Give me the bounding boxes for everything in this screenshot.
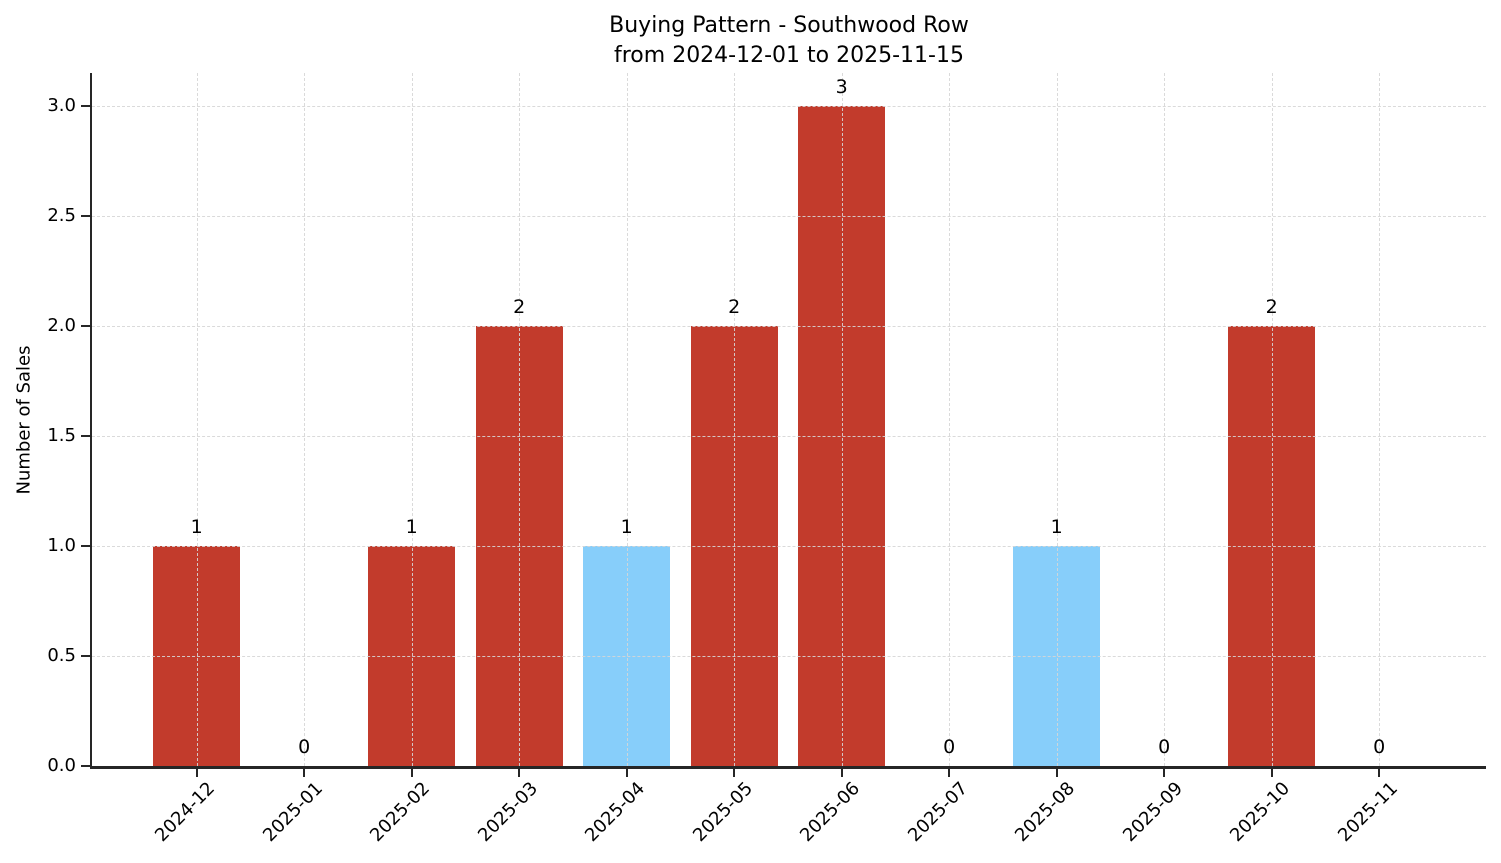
- x-tick-label: 2025-11: [1334, 778, 1403, 847]
- chart-title-line1: Buying Pattern - Southwood Row: [609, 13, 969, 38]
- y-tick-label: 3.0: [47, 95, 76, 116]
- x-tick-label: 2025-06: [796, 778, 865, 847]
- y-tick: [81, 325, 90, 327]
- x-tick: [840, 768, 843, 777]
- x-tick-label: 2025-01: [259, 778, 328, 847]
- h-gridline: [92, 436, 1486, 437]
- x-tick-label: 2025-09: [1119, 778, 1188, 847]
- bar-value-label: 2: [728, 296, 741, 318]
- bar-value-label: 3: [835, 76, 848, 98]
- x-tick: [1378, 768, 1381, 777]
- h-gridline: [92, 216, 1486, 217]
- x-tick-label: 2025-07: [904, 778, 973, 847]
- bar-value-label: 2: [513, 296, 526, 318]
- v-gridline: [949, 73, 951, 766]
- chart-title-line2: from 2024-12-01 to 2025-11-15: [614, 43, 964, 68]
- v-gridline: [1164, 73, 1166, 766]
- bar-value-label: 1: [405, 516, 418, 538]
- x-tick-label: 2025-08: [1011, 778, 1080, 847]
- x-tick-label: 2025-03: [474, 778, 543, 847]
- bar-value-label: 1: [190, 516, 203, 538]
- bar-value-label: 1: [1050, 516, 1063, 538]
- x-tick: [1163, 768, 1166, 777]
- x-tick-label: 2025-04: [581, 778, 650, 847]
- y-tick: [81, 765, 90, 767]
- x-tick: [1055, 768, 1058, 777]
- y-tick-label: 0.5: [47, 645, 76, 666]
- y-axis-label: Number of Sales: [13, 345, 35, 495]
- y-tick: [81, 105, 90, 107]
- x-tick-label: 2024-12: [151, 778, 220, 847]
- x-tick-label: 2025-05: [689, 778, 758, 847]
- v-gridline: [1056, 73, 1058, 766]
- x-tick: [410, 768, 413, 777]
- y-tick-label: 2.0: [47, 315, 76, 336]
- bar-value-label: 1: [620, 516, 633, 538]
- v-gridline: [196, 73, 198, 766]
- h-gridline: [92, 546, 1486, 547]
- h-gridline: [92, 106, 1486, 107]
- y-tick: [81, 215, 90, 217]
- h-gridline: [92, 656, 1486, 657]
- y-tick: [81, 545, 90, 547]
- x-tick: [625, 768, 628, 777]
- bar-value-label: 0: [1158, 736, 1171, 758]
- x-tick: [1270, 768, 1273, 777]
- x-tick-label: 2025-02: [366, 778, 435, 847]
- y-tick-label: 0.0: [47, 755, 76, 776]
- v-gridline: [734, 73, 736, 766]
- v-gridline: [1271, 73, 1273, 766]
- y-axis-line: [89, 73, 92, 769]
- x-tick: [733, 768, 736, 777]
- chart-title: Buying Pattern - Southwood Row from 2024…: [92, 11, 1486, 71]
- v-gridline: [841, 73, 843, 766]
- y-tick: [81, 655, 90, 657]
- x-tick: [195, 768, 198, 777]
- bar-value-label: 0: [1373, 736, 1386, 758]
- x-axis-line: [89, 766, 1486, 769]
- v-gridline: [411, 73, 413, 766]
- y-tick-label: 1.0: [47, 535, 76, 556]
- x-tick-label: 2025-10: [1226, 778, 1295, 847]
- v-gridline: [626, 73, 628, 766]
- v-gridline: [1379, 73, 1381, 766]
- x-tick: [948, 768, 951, 777]
- v-gridline: [304, 73, 306, 766]
- bar-value-label: 2: [1265, 296, 1278, 318]
- y-tick: [81, 435, 90, 437]
- x-tick: [518, 768, 521, 777]
- bar-value-label: 0: [943, 736, 956, 758]
- h-gridline: [92, 326, 1486, 327]
- y-tick-label: 1.5: [47, 425, 76, 446]
- bar-value-label: 0: [298, 736, 311, 758]
- x-tick: [303, 768, 306, 777]
- v-gridline: [519, 73, 521, 766]
- y-tick-label: 2.5: [47, 205, 76, 226]
